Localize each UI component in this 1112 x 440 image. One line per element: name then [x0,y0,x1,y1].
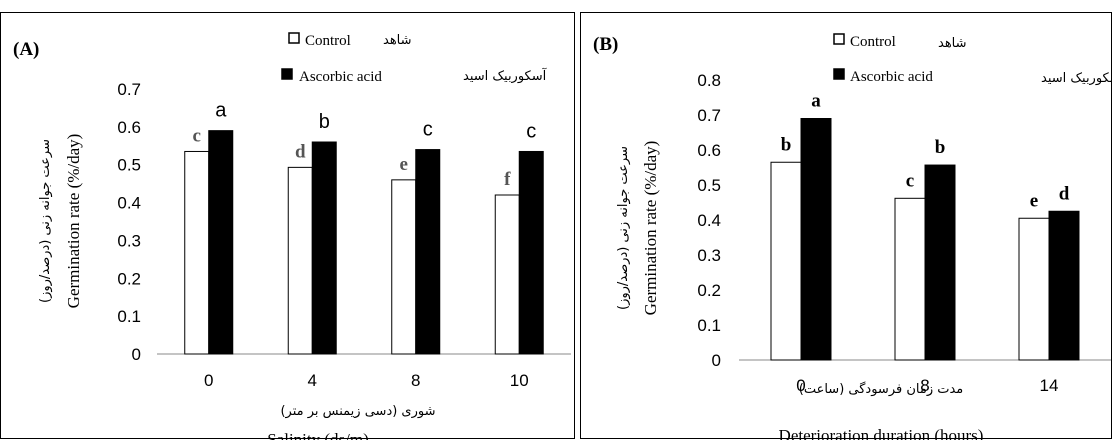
chart-b-y-axis-title-fa: سرعت جوانه زنی (درصد/روز) [616,146,631,310]
chart-b-bar-control [894,197,926,361]
chart-a-y-tick-label: 0.4 [117,194,141,213]
chart-a-significance-letter: e [400,154,408,175]
chart-b-x-axis-title-fa: مدت زمان فرسودگی (ساعت) [799,381,964,397]
chart-a-y-tick-label: 0.1 [117,307,141,326]
chart-b-legend-label-control-fa: شاهد [938,36,967,51]
chart-a-y-axis-title-fa: سرعت جوانه زنی (درصد/روز) [38,139,53,303]
chart-a-x-tick-label: 10 [510,371,529,390]
chart-a-panel-label: (A) [13,39,39,60]
chart-b-bar-ascorbic [800,118,832,361]
chart-b-bar-ascorbic [924,164,956,361]
chart-a-bar-control [184,150,210,355]
chart-b-significance-letter: d [1059,183,1070,204]
chart-b-bar-ascorbic [1048,210,1080,361]
chart-a-bar-control [494,194,520,355]
chart-a-bar-ascorbic [518,150,544,355]
chart-b-panel-label: (B) [593,34,618,55]
chart-a-svg: (A)00.10.20.30.40.50.60.7ca0db4ec8fc10Co… [13,32,571,440]
chart-b-y-tick-label: 0.3 [697,246,721,265]
chart-a-x-axis-title-fa: شوری (دسی زیمنس بر متر) [280,404,435,419]
chart-a-legend-label-control: Control [305,33,351,49]
chart-a-y-tick-label: 0 [132,345,141,364]
chart-a-y-tick-label: 0.5 [117,156,141,175]
chart-a-y-axis-title: Germination rate (%/day) [64,134,83,309]
chart-b-x-tick-label: 8 [920,376,929,395]
chart-b-legend-swatch-ascorbic [833,68,845,80]
chart-b-legend-label-ascorbic: Ascorbic acid [850,69,933,85]
chart-a-legend-label-control-fa: شاهد [383,33,412,48]
chart-b-y-tick-label: 0.5 [697,176,721,195]
chart-a-significance-letter: a [215,100,227,122]
chart-a-y-tick-label: 0.3 [117,231,141,250]
chart-a-bar-ascorbic [311,141,337,355]
chart-b-y-tick-label: 0.6 [697,141,721,160]
chart-a-significance-letter: c [526,120,536,142]
chart-b-y-tick-label: 0.4 [697,211,721,230]
chart-a-significance-letter: d [295,141,306,162]
chart-a-significance-letter: f [504,169,511,190]
chart-a-x-tick-label: 8 [411,371,420,390]
chart-a-y-tick-label: 0.7 [117,80,141,99]
chart-b-legend-label-ascorbic-fa: آسکوربیک اسید [1041,69,1112,86]
chart-panel-a: (A) 0 0.1 0.2 0.3 0.4 0.5 0.6 0.7 c a 0 d b 4 e c 8 f c 10 Co… [0,12,575,440]
chart-a-y-tick-label: 0.6 [117,118,141,137]
chart-a-bar-control [391,179,417,355]
chart-b-y-tick-label: 0.7 [697,106,721,125]
chart-b-legend-label-control: Control [850,34,896,50]
chart-a-x-axis-title: Salinity (ds/m) [267,430,369,440]
chart-b-x-tick-label: 0 [796,376,805,395]
chart-a-legend-label-ascorbic-fa: آسکوربیک اسید [463,67,548,84]
chart-b-y-axis-title: Germination rate (%/day) [641,141,660,316]
chart-a-legend-label-ascorbic: Ascorbic acid [299,69,382,85]
chart-b-y-tick-label: 0.2 [697,281,721,300]
chart-b-significance-letter: b [935,137,946,158]
chart-a-bar-ascorbic [208,130,234,355]
chart-a-significance-letter: c [193,125,201,146]
chart-a-significance-letter: b [319,111,330,133]
chart-b-bar-control [1018,217,1050,361]
chart-a-y-tick-label: 0.2 [117,269,141,288]
chart-a-significance-letter: c [423,119,433,141]
chart-b-significance-letter: e [1030,190,1038,211]
chart-b-x-tick-label: 14 [1040,376,1059,395]
chart-a-legend-swatch-control [288,32,300,44]
chart-panel-b: (B) 0 0.1 0.2 0.3 0.4 0.5 0.6 0.7 0.8 b a 0 c b 8 e d 14 Co… [580,12,1112,440]
chart-b-significance-letter: a [811,91,821,112]
chart-a-bar-ascorbic [415,149,441,355]
chart-b-significance-letter: b [781,134,792,155]
chart-b-y-tick-label: 0.1 [697,316,721,335]
chart-b-bar-control [770,161,802,361]
chart-b-y-tick-label: 0 [712,351,721,370]
chart-b-significance-letter: c [906,170,914,191]
chart-a-x-tick-label: 4 [308,371,317,390]
chart-a-legend-swatch-ascorbic [281,68,293,80]
chart-b-y-tick-label: 0.8 [697,71,721,90]
chart-b-legend-swatch-control [833,33,845,45]
chart-a-bar-control [287,166,313,355]
chart-b-x-axis-title: Deterioration duration (hours) [779,426,984,440]
chart-a-x-tick-label: 0 [204,371,213,390]
